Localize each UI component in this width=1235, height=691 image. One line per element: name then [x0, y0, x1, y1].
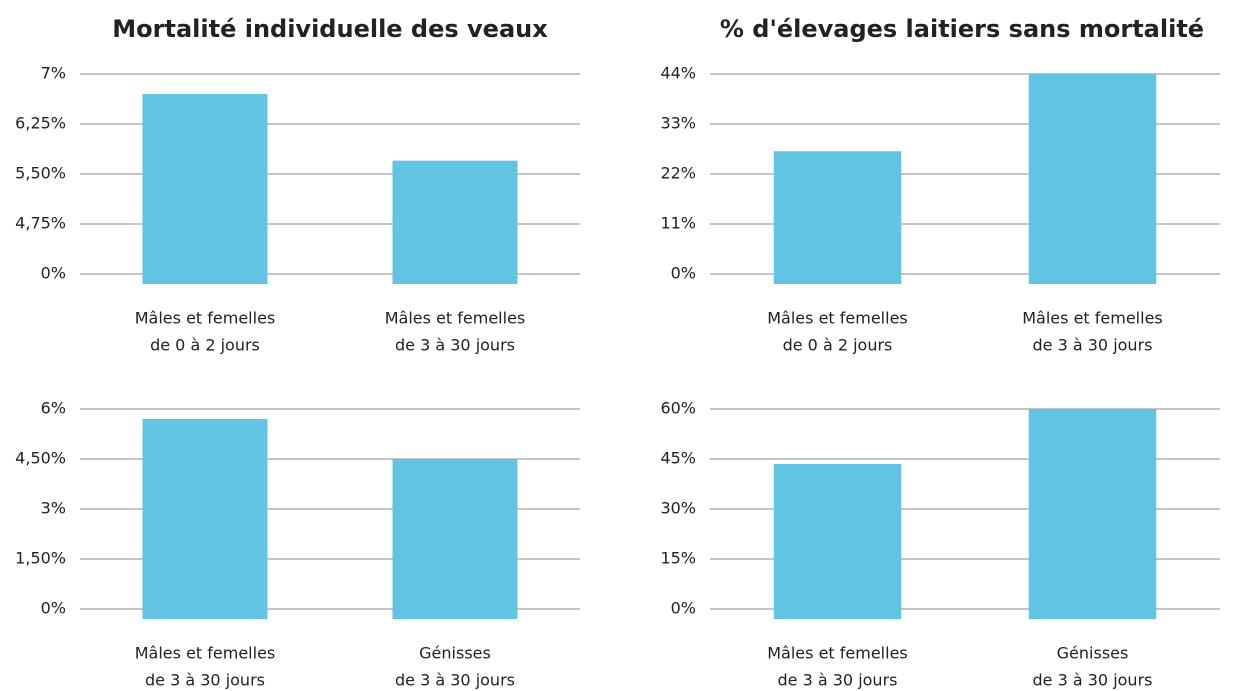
y-tick-label: 60%	[660, 399, 696, 418]
y-tick-label: 33%	[660, 114, 696, 133]
x-tick-label: de 0 à 2 jours	[783, 336, 893, 355]
y-tick-label: 6%	[41, 399, 66, 418]
y-tick-label: 11%	[660, 214, 696, 233]
x-tick-label: Génisses	[1057, 644, 1129, 663]
bar	[142, 94, 268, 284]
y-tick-label: 0%	[41, 264, 66, 283]
bar	[773, 464, 902, 619]
x-tick-label: de 3 à 30 jours	[1033, 336, 1153, 355]
bar	[392, 160, 518, 284]
x-tick-label: Mâles et femelles	[1022, 309, 1163, 328]
bar	[392, 459, 518, 619]
chart-title: % d'élevages laitiers sans mortalité	[720, 15, 1204, 43]
y-tick-label: 30%	[660, 499, 696, 518]
x-tick-label: Génisses	[419, 644, 491, 663]
x-tick-label: de 3 à 30 jours	[778, 671, 898, 690]
bar	[1028, 74, 1157, 284]
y-tick-label: 15%	[660, 549, 696, 568]
x-tick-label: de 3 à 30 jours	[145, 671, 265, 690]
y-tick-label: 0%	[671, 264, 696, 283]
y-tick-label: 45%	[660, 449, 696, 468]
x-tick-label: de 0 à 2 jours	[150, 336, 260, 355]
bar	[142, 419, 268, 619]
x-tick-label: Mâles et femelles	[767, 309, 908, 328]
y-tick-label: 4,50%	[15, 449, 66, 468]
y-tick-label: 3%	[41, 499, 66, 518]
y-tick-label: 4,75%	[15, 214, 66, 233]
chart-title: Mortalité individuelle des veaux	[112, 15, 548, 43]
bar	[773, 151, 902, 284]
y-tick-label: 6,25%	[15, 114, 66, 133]
y-tick-label: 5,50%	[15, 164, 66, 183]
y-tick-label: 0%	[671, 599, 696, 618]
y-tick-label: 44%	[660, 64, 696, 83]
y-tick-label: 7%	[41, 64, 66, 83]
bar	[1028, 409, 1157, 619]
x-tick-label: de 3 à 30 jours	[395, 671, 515, 690]
x-tick-label: Mâles et femelles	[767, 644, 908, 663]
x-tick-label: Mâles et femelles	[135, 309, 276, 328]
y-tick-label: 0%	[41, 599, 66, 618]
x-tick-label: Mâles et femelles	[385, 309, 526, 328]
y-tick-label: 1,50%	[15, 549, 66, 568]
x-tick-label: de 3 à 30 jours	[1033, 671, 1153, 690]
x-tick-label: de 3 à 30 jours	[395, 336, 515, 355]
x-tick-label: Mâles et femelles	[135, 644, 276, 663]
y-tick-label: 22%	[660, 164, 696, 183]
